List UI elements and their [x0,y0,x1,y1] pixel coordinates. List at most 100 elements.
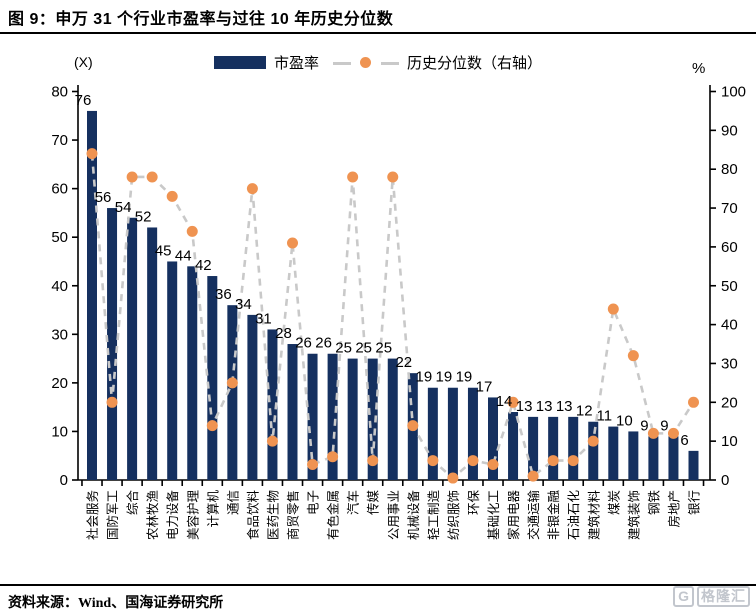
combo-chart: 0 10 20 30 40 50 60 70 80 0 10 20 30 40 50 60 70 80 90 100 7… [51,84,746,541]
x-category-label: 综合 [125,490,140,516]
right-tick-label: 80 [721,161,738,178]
legend-pe-label: 市盈率 [273,55,319,72]
bar-value-label: 11 [597,408,613,425]
left-tick-label: 20 [51,375,68,392]
percentile-marker [126,171,138,183]
bar [247,314,258,480]
x-category-label: 传媒 [366,490,381,516]
bar-value-label: 54 [115,199,132,216]
x-category-label: 建筑装饰 [626,490,641,540]
bar [467,387,478,480]
bar-value-label: 25 [375,340,392,357]
legend-item-pe: 市盈率 [213,52,319,73]
percentile-marker [427,455,439,467]
x-category-label: 国防军工 [105,490,120,540]
percentile-marker [367,455,379,467]
bar [87,110,97,481]
bar-value-label: 56 [95,189,112,206]
x-category-label: 房地产 [666,490,681,528]
percentile-marker [647,427,659,439]
percentile-marker [246,183,258,195]
x-category-label: 食品饮料 [245,490,260,541]
x-category-label: 家用电器 [506,490,521,541]
x-category-label: 环保 [467,490,481,516]
bar [528,416,539,480]
bar-value-label: 45 [155,242,172,259]
bar [147,227,158,480]
title-underline [0,32,756,34]
percentile-marker [447,472,459,484]
bar-value-label: 25 [335,340,352,357]
percentile-marker [487,458,499,470]
bar-value-label: 22 [395,354,412,371]
right-tick-label: 60 [721,239,738,256]
percentile-marker [527,470,539,482]
percentile-marker [327,451,339,463]
bar-value-label: 19 [456,369,473,386]
percentile-marker [607,303,619,315]
bar [568,416,579,480]
percentile-marker [86,148,98,160]
bar-value-label: 36 [215,286,232,303]
percentile-marker [587,435,599,447]
x-category-label: 机械设备 [406,490,421,541]
x-category-labels: 社会服务 国防军工 综合 农林牧渔 电力设备 美容护理 计算机 通信 食品饮料 医药生物 商贸零售电… [85,490,702,541]
bar-swatch-icon [213,56,266,69]
bar [608,426,619,480]
x-category-label: 交通运输 [526,490,541,541]
x-category-label: 建筑材料 [586,490,601,541]
bar-value-label: 6 [680,432,688,449]
bar-value-label: 52 [135,208,152,225]
bar-value-label: 44 [175,247,192,264]
percentile-marker [507,396,519,408]
percentile-marker [667,427,679,439]
percentile-marker [206,420,218,432]
percentile-marker [347,171,359,183]
percentile-marker [407,420,419,432]
x-category-label: 石油石化 [567,490,581,541]
right-tick-label: 100 [721,84,746,101]
legend-item-percentile: 历史分位数（右轴） [333,52,542,73]
bar [347,358,358,480]
right-tick-label: 20 [721,394,738,411]
bar [327,353,338,480]
legend-percentile-label: 历史分位数（右轴） [407,55,543,72]
source-note: 资料来源：Wind、国海证券研究所 [8,596,224,611]
percentile-marker [106,396,118,408]
right-tick-label: 30 [721,355,738,372]
bar [167,261,178,480]
bar [648,436,659,480]
x-category-label: 汽车 [346,490,361,515]
bar [688,450,699,480]
bar-value-label: 13 [516,398,533,415]
bar [287,344,298,480]
x-category-label: 有色金属 [326,490,341,540]
bar-value-label: 28 [275,325,292,342]
bar [427,387,438,480]
left-tick-label: 50 [51,229,68,246]
percentile-marker [166,190,178,202]
bar [267,329,278,480]
bar [447,387,458,480]
x-category-label: 基础化工 [487,490,501,540]
bar-value-label: 26 [315,335,332,352]
percentile-marker [146,171,158,183]
left-tick-label: 40 [51,278,68,295]
percentile-marker [266,435,278,447]
bar [668,436,679,480]
percentile-markers [86,148,699,484]
x-category-label: 非银金融 [546,490,561,541]
x-category-label: 商贸零售 [286,490,301,540]
bar [127,217,138,480]
x-category-label: 电子 [307,490,321,515]
bar-value-label: 34 [235,296,252,313]
left-tick-label: 70 [51,132,68,149]
right-tick-label: 50 [721,278,738,295]
bar-value-label: 9 [660,417,668,434]
x-category-label: 计算机 [205,490,220,528]
x-category-label: 农林牧渔 [146,490,160,540]
right-tick-label: 40 [721,317,738,334]
x-category-label: 电力设备 [165,490,180,541]
bar-value-label: 42 [195,257,212,274]
